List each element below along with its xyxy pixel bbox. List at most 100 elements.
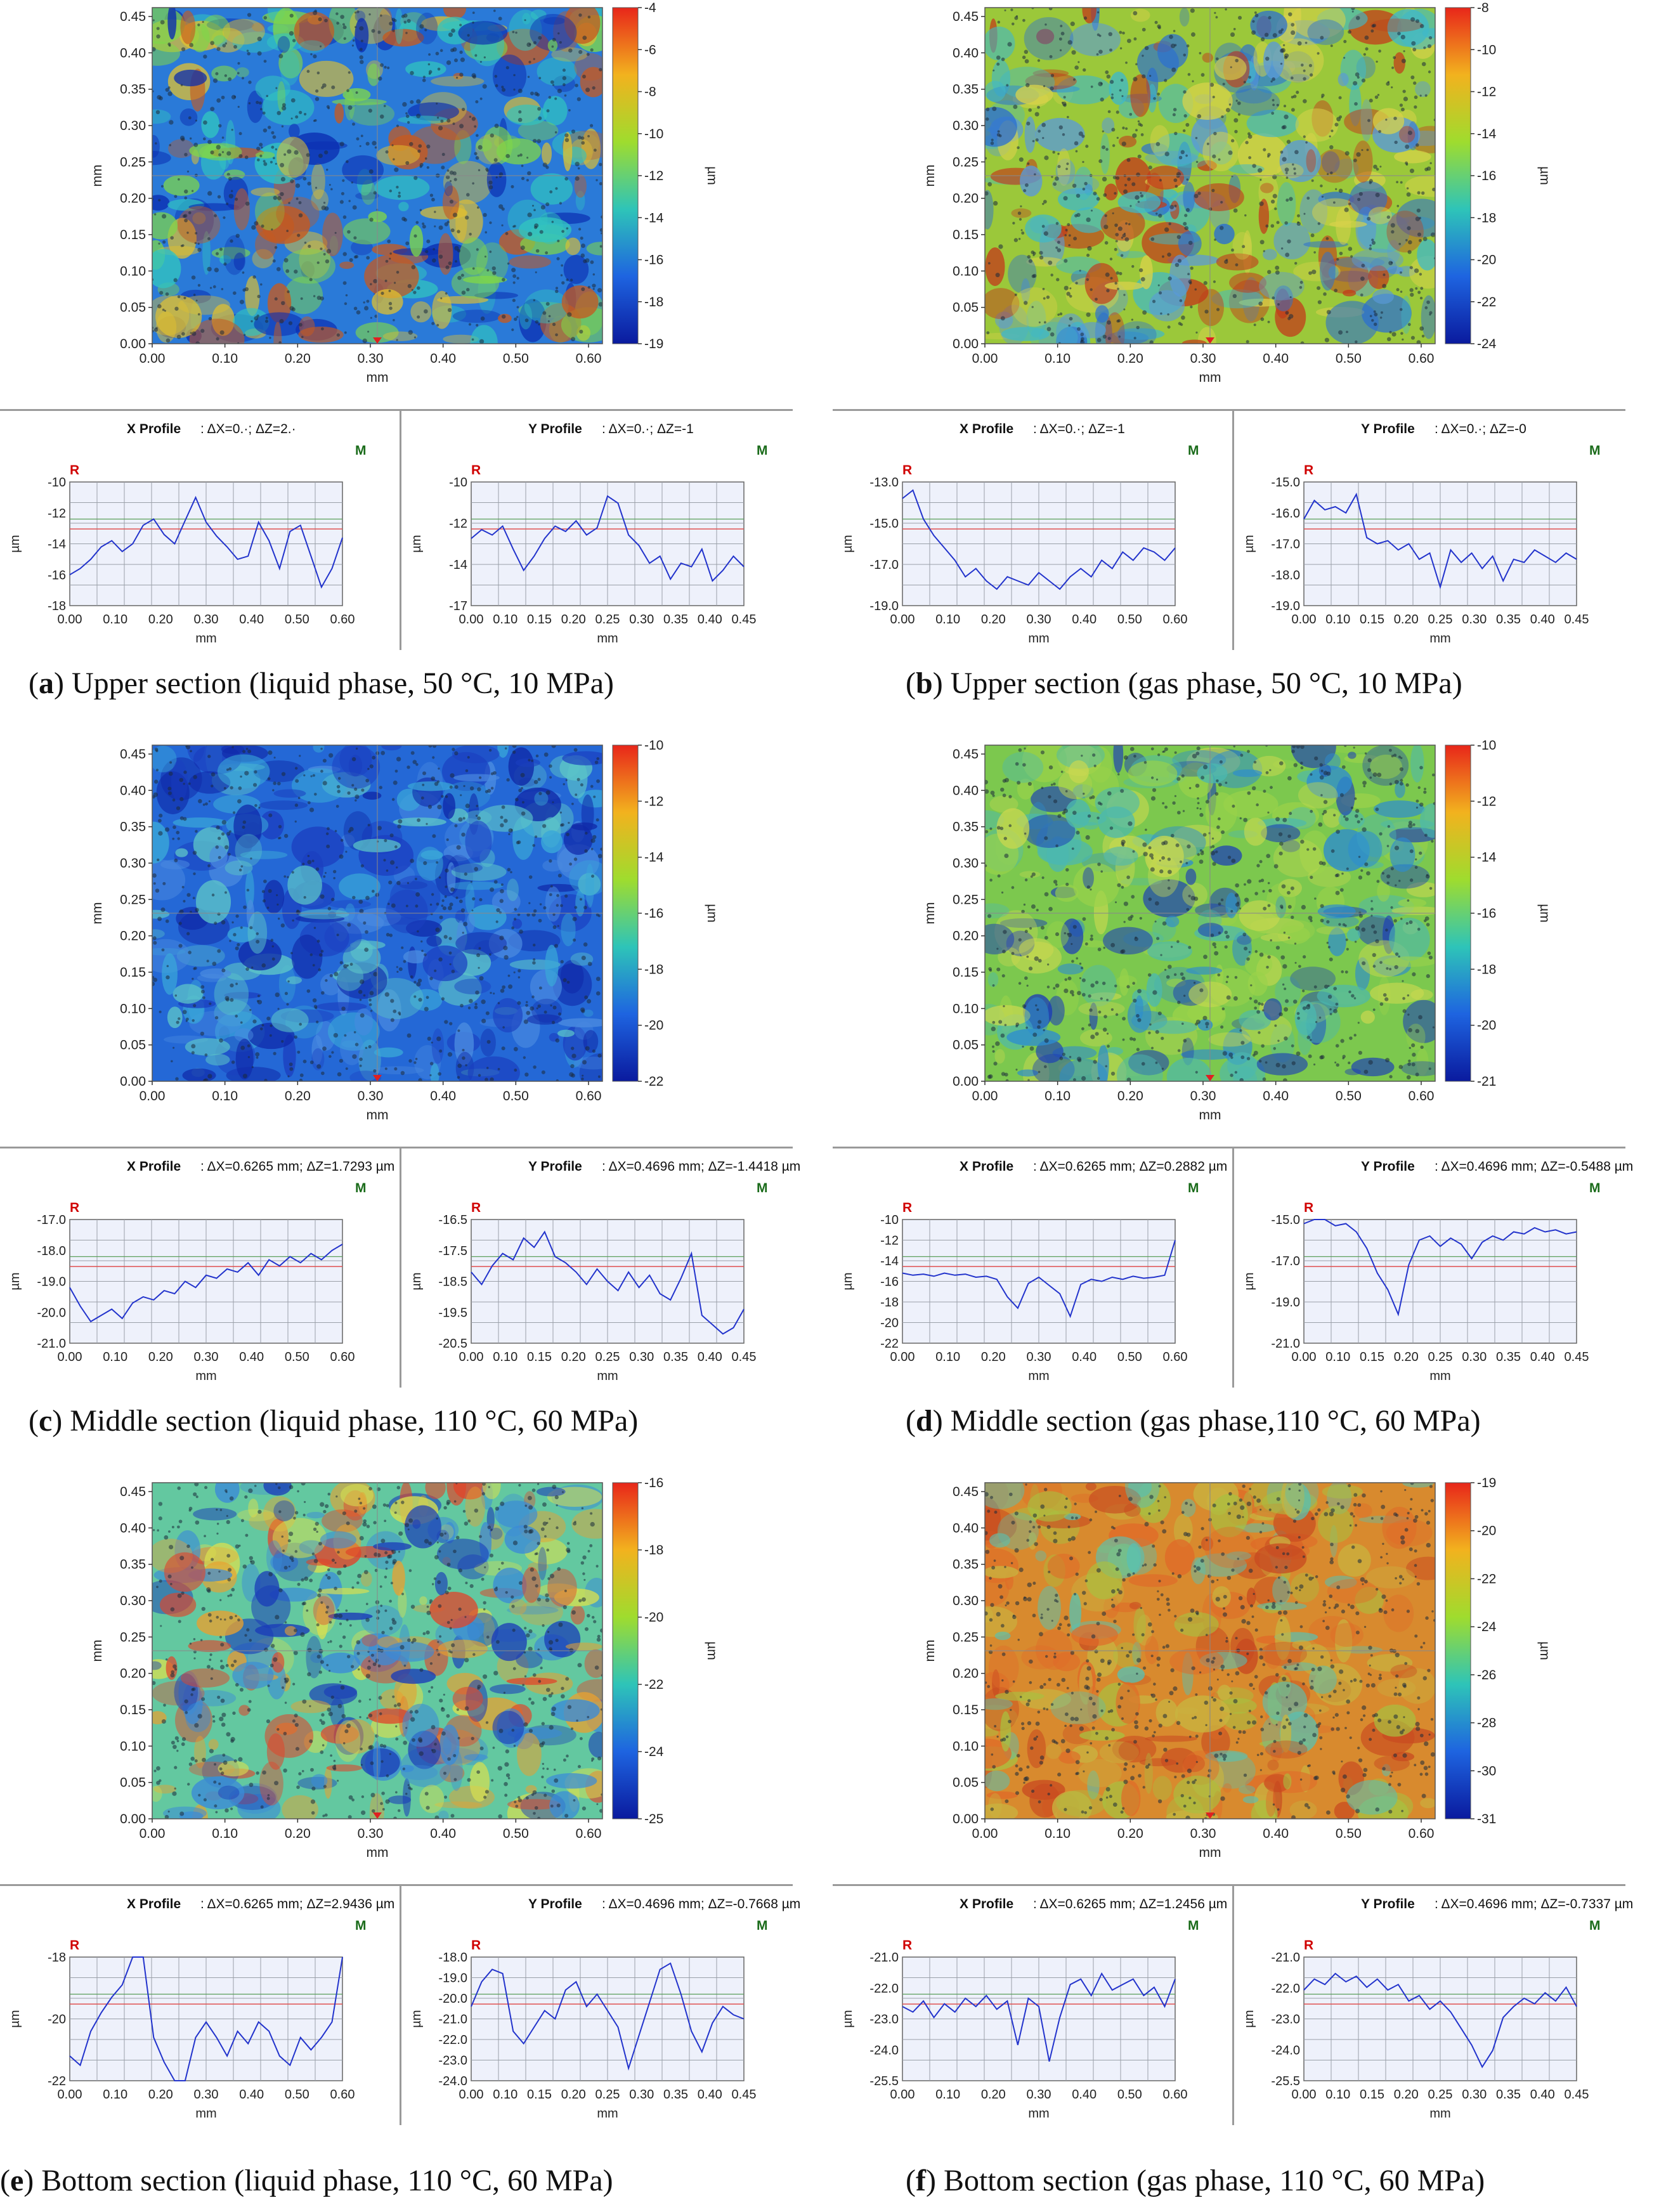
surface-pit xyxy=(592,86,595,90)
surface-pit xyxy=(356,310,361,315)
surface-pit xyxy=(1183,90,1187,94)
surface-pit xyxy=(1407,323,1411,327)
surface-pit xyxy=(1155,141,1161,146)
surface-pit xyxy=(521,811,526,816)
surface-pit xyxy=(1313,1063,1316,1066)
surface-pit xyxy=(356,10,360,13)
surface-pit xyxy=(170,1607,175,1612)
surface-pit xyxy=(326,844,330,849)
surface-pit xyxy=(501,224,504,226)
map-x-tick-label: 0.60 xyxy=(1409,351,1435,366)
surface-pit xyxy=(1235,263,1239,267)
surface-pit xyxy=(1220,200,1223,204)
surface-pit xyxy=(1081,755,1083,757)
surface-pit xyxy=(460,57,465,62)
surface-pit xyxy=(359,909,364,914)
surface-pit xyxy=(165,88,169,92)
surface-pit xyxy=(330,188,333,191)
surface-pit xyxy=(1402,89,1406,93)
surface-pit xyxy=(1371,240,1376,245)
surface-blob xyxy=(1256,1053,1308,1076)
surface-pit xyxy=(436,102,438,105)
surface-pit xyxy=(599,228,602,232)
surface-pit xyxy=(419,24,424,29)
surface-pit xyxy=(190,750,192,753)
surface-pit xyxy=(325,168,329,171)
surface-pit xyxy=(318,1542,322,1545)
surface-blob xyxy=(1026,257,1064,267)
surface-pit xyxy=(1126,875,1130,880)
surface-blob xyxy=(1165,915,1180,928)
surface-pit xyxy=(240,1045,245,1050)
surface-pit xyxy=(1042,136,1045,140)
surface-pit xyxy=(456,845,461,850)
surface-pit xyxy=(337,1609,339,1611)
surface-pit xyxy=(191,1051,195,1055)
surface-pit xyxy=(531,204,535,207)
surface-pit xyxy=(581,287,585,292)
surface-blob xyxy=(1020,166,1043,197)
surface-pit xyxy=(535,1584,538,1588)
surface-pit xyxy=(485,1011,490,1015)
surface-pit xyxy=(488,185,493,190)
surface-pit xyxy=(184,196,188,200)
surface-pit xyxy=(417,979,422,983)
surface-pit xyxy=(446,169,450,172)
surface-pit xyxy=(1140,194,1144,198)
surface-pit xyxy=(360,60,364,65)
surface-pit xyxy=(500,1561,504,1565)
colorbar-tick-label: -10 xyxy=(1477,738,1496,753)
surface-pit xyxy=(272,259,276,263)
surface-pit xyxy=(586,53,590,56)
surface-pit xyxy=(345,1067,348,1070)
surface-pit xyxy=(552,322,556,327)
surface-pit xyxy=(201,1697,205,1701)
surface-pit xyxy=(437,67,441,71)
surface-pit xyxy=(1270,199,1275,204)
surface-pit xyxy=(499,935,504,940)
surface-pit xyxy=(310,775,313,777)
surface-pit xyxy=(1419,326,1424,331)
surface-pit xyxy=(152,47,156,52)
surface-pit xyxy=(1386,845,1389,847)
surface-pit xyxy=(1044,836,1048,840)
surface-pit xyxy=(193,1657,196,1660)
surface-pit xyxy=(471,909,474,912)
surface-pit xyxy=(200,329,205,333)
panel-a: 0.00 0.05 0.10 0.15 0.20 0.25 0.30 0.35 0.40 0.45… xyxy=(0,0,833,737)
surface-pit xyxy=(1012,221,1015,224)
surface-pit xyxy=(280,192,284,197)
surface-pit xyxy=(300,297,303,300)
surface-pit xyxy=(1112,144,1116,147)
surface-pit xyxy=(1278,30,1283,34)
surface-pit xyxy=(587,285,590,289)
surface-pit xyxy=(1351,8,1355,11)
surface-pit xyxy=(297,233,301,237)
surface-pit xyxy=(365,930,368,934)
surface-pit xyxy=(1419,296,1423,300)
surface-pit xyxy=(214,1804,218,1808)
surface-pit xyxy=(191,1044,196,1049)
surface-pit xyxy=(1284,1036,1288,1041)
profile-x-tick-label: 0.20 xyxy=(1394,613,1419,627)
surface-pit xyxy=(1066,162,1069,166)
surface-pit xyxy=(486,1067,489,1069)
surface-pit xyxy=(1157,1011,1162,1016)
surface-pit xyxy=(1355,926,1360,931)
surface-pit xyxy=(393,18,397,22)
surface-pit xyxy=(472,1653,476,1656)
surface-pit xyxy=(1253,323,1256,327)
surface-pit xyxy=(593,795,596,798)
surface-pit xyxy=(320,1721,325,1726)
surface-pit xyxy=(289,1067,294,1071)
surface-pit xyxy=(1293,167,1296,171)
surface-pit xyxy=(320,45,322,48)
surface-pit xyxy=(471,338,474,341)
surface-pit xyxy=(1082,917,1086,921)
surface-pit xyxy=(1046,986,1050,989)
surface-pit xyxy=(461,832,465,837)
surface-pit xyxy=(1381,871,1385,875)
surface-pit xyxy=(185,1017,189,1021)
surface-pit xyxy=(1317,300,1322,304)
surface-pit xyxy=(182,214,186,218)
